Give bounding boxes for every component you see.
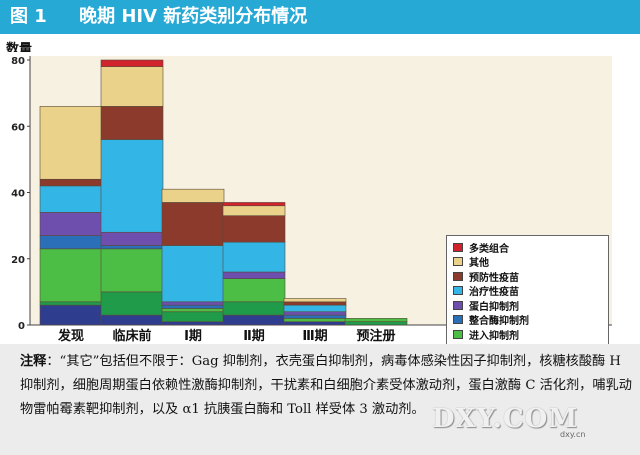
y-tick-label-3: 60 <box>11 122 25 133</box>
legend-label-1: 其他 <box>469 258 489 270</box>
bar-4-seg-3 <box>283 314 347 319</box>
bar-0-seg-6 <box>39 178 103 187</box>
legend-swatch-4 <box>453 300 463 310</box>
chart-legend: 多类组合其他预防性疫苗治疗性疫苗蛋白抑制剂整合酶抑制剂进入抑制剂非核苷类逆转录酶… <box>446 235 609 377</box>
bar-1-seg-0 <box>100 314 164 326</box>
bar-3-seg-6 <box>222 215 286 243</box>
legend-swatch-1 <box>453 257 463 267</box>
bar-2-seg-7 <box>161 188 225 203</box>
figure-number: 图 1 <box>10 6 47 27</box>
legend-label-2: 预防性疫苗 <box>469 272 519 284</box>
bar-4-seg-5 <box>283 304 347 313</box>
legend-label-5: 整合酶抑制剂 <box>469 316 529 328</box>
bar-1-seg-2 <box>100 248 164 293</box>
legend-label-0: 多类组合 <box>469 243 509 255</box>
bar-2-seg-0 <box>161 321 225 326</box>
bar-3-seg-7 <box>222 205 286 216</box>
bar-0-seg-2 <box>39 248 103 303</box>
bar-3-seg-8 <box>222 202 286 207</box>
legend-item-4: 蛋白抑制剂 <box>453 298 602 313</box>
legend-item-3: 治疗性疫苗 <box>453 284 602 299</box>
bar-3-seg-1 <box>222 301 286 316</box>
note-text: ：“其它”包括但不限于：Gag 抑制剂，衣壳蛋白抑制剂，病毒体感染性因子抑制剂，… <box>20 354 632 417</box>
bar-4-seg-2 <box>283 318 347 322</box>
figure-note: 注释：“其它”包括但不限于：Gag 抑制剂，衣壳蛋白抑制剂，病毒体感染性因子抑制… <box>0 344 640 455</box>
legend-swatch-3 <box>453 286 463 296</box>
bar-2-seg-5 <box>161 245 225 303</box>
x-tick-label-1: 临床前 <box>112 328 151 344</box>
y-tick-label-1: 20 <box>11 255 25 266</box>
bar-2-seg-4 <box>161 301 225 306</box>
legend-label-3: 治疗性疫苗 <box>469 287 519 299</box>
bar-0-seg-5 <box>39 185 103 213</box>
bar-4-seg-0 <box>283 321 347 326</box>
legend-swatch-2 <box>453 271 463 281</box>
watermark-sub: dxy.cn <box>560 430 586 439</box>
bar-3-seg-5 <box>222 241 286 273</box>
bar-2-seg-1 <box>161 311 225 322</box>
x-tick-label-5: 预注册 <box>356 328 395 344</box>
bar-1-seg-6 <box>100 106 164 140</box>
legend-item-6: 进入抑制剂 <box>453 327 602 342</box>
legend-swatch-6 <box>453 329 463 339</box>
bar-2-seg-3 <box>161 304 225 309</box>
bar-2-seg-6 <box>161 202 225 246</box>
note-label: 注释 <box>20 354 47 369</box>
bar-0-seg-1 <box>39 301 103 306</box>
watermark-logo: DXY.COM <box>432 404 579 434</box>
figure-title: 晚期 HIV 新药类别分布情况 <box>79 6 308 27</box>
bar-4-seg-6 <box>283 301 347 306</box>
bar-0-seg-4 <box>39 212 103 236</box>
x-tick-label-0: 发现 <box>57 328 84 344</box>
legend-item-5: 整合酶抑制剂 <box>453 313 602 328</box>
x-tick-label-3: Ⅱ期 <box>243 329 265 344</box>
bar-4-seg-7 <box>283 298 347 303</box>
bar-1-seg-3 <box>100 245 164 250</box>
bar-1-seg-4 <box>100 231 164 246</box>
bar-1-seg-7 <box>100 66 164 107</box>
bar-1-seg-5 <box>100 139 164 233</box>
legend-swatch-0 <box>453 242 463 252</box>
bar-2-seg-2 <box>161 308 225 313</box>
bar-1-seg-1 <box>100 291 164 316</box>
legend-item-2: 预防性疫苗 <box>453 269 602 284</box>
bar-1-seg-8 <box>100 59 164 67</box>
legend-item-0: 多类组合 <box>453 240 602 255</box>
bar-5-seg-1 <box>344 321 408 326</box>
bar-0-seg-7 <box>39 106 103 180</box>
bar-0-seg-3 <box>39 235 103 250</box>
bar-3-seg-4 <box>222 271 286 279</box>
bar-3-seg-2 <box>222 278 286 303</box>
bar-4-seg-4 <box>283 311 347 316</box>
figure-title-bar: 图 1 晚期 HIV 新药类别分布情况 <box>0 0 640 34</box>
bar-0-seg-0 <box>39 304 103 326</box>
y-tick-label-0: 0 <box>18 321 25 332</box>
y-tick-label-2: 40 <box>11 189 25 200</box>
bar-3-seg-0 <box>222 314 286 326</box>
legend-label-6: 进入抑制剂 <box>469 330 519 342</box>
y-tick-label-4: 80 <box>11 56 25 67</box>
chart-panel: 0 20 40 60 80 发现 临床前 Ⅰ期 Ⅱ期 Ⅲ期 预注册 多类组合其他预防性疫苗治疗性疫苗… <box>0 52 640 377</box>
x-tick-label-4: Ⅲ期 <box>302 329 327 344</box>
x-tick-label-2: Ⅰ期 <box>184 329 202 344</box>
bar-5-seg-2 <box>344 318 408 322</box>
legend-item-1: 其他 <box>453 255 602 270</box>
legend-label-4: 蛋白抑制剂 <box>469 301 519 313</box>
legend-swatch-5 <box>453 315 463 325</box>
